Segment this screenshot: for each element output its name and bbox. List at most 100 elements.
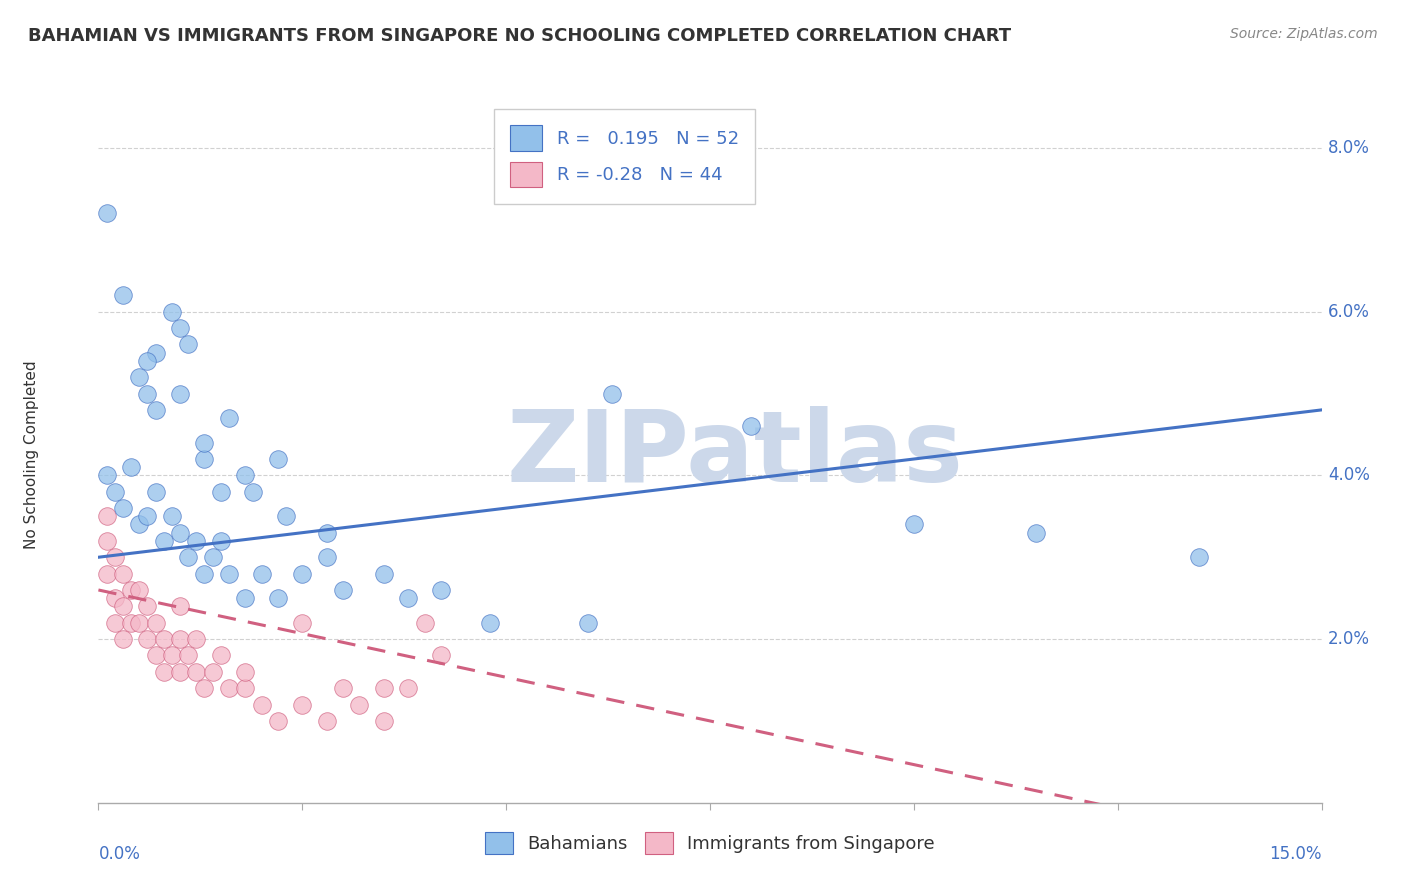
Point	[96, 468, 118, 483]
Point	[373, 566, 395, 581]
Point	[177, 648, 200, 663]
Point	[233, 591, 256, 606]
Point	[145, 403, 167, 417]
Point	[136, 509, 159, 524]
Point	[267, 714, 290, 728]
Point	[177, 337, 200, 351]
Point	[160, 304, 183, 318]
Text: 8.0%: 8.0%	[1327, 139, 1369, 157]
Point	[218, 681, 240, 696]
Point	[332, 681, 354, 696]
Point	[373, 681, 395, 696]
Point	[209, 484, 232, 499]
Point	[349, 698, 371, 712]
Point	[96, 566, 118, 581]
Point	[186, 632, 208, 646]
Point	[267, 591, 290, 606]
Point	[315, 550, 337, 565]
Point	[169, 665, 191, 679]
Point	[600, 386, 623, 401]
Point	[145, 648, 167, 663]
Point	[218, 566, 240, 581]
Point	[373, 714, 395, 728]
Point	[136, 632, 159, 646]
Point	[903, 517, 925, 532]
Point	[120, 615, 142, 630]
Point	[145, 615, 167, 630]
Point	[576, 615, 599, 630]
Text: 2.0%: 2.0%	[1327, 630, 1369, 648]
Point	[233, 665, 256, 679]
Point	[145, 345, 167, 359]
Point	[152, 632, 174, 646]
Point	[96, 533, 118, 548]
Point	[111, 632, 134, 646]
Point	[315, 714, 337, 728]
Point	[478, 615, 501, 630]
Point	[169, 599, 191, 614]
Point	[128, 517, 150, 532]
Point	[128, 582, 150, 597]
Text: No Schooling Completed: No Schooling Completed	[24, 360, 38, 549]
Text: BAHAMIAN VS IMMIGRANTS FROM SINGAPORE NO SCHOOLING COMPLETED CORRELATION CHART: BAHAMIAN VS IMMIGRANTS FROM SINGAPORE NO…	[28, 27, 1011, 45]
Point	[186, 533, 208, 548]
Point	[209, 533, 232, 548]
Point	[315, 525, 337, 540]
Point	[145, 484, 167, 499]
Point	[201, 665, 224, 679]
Point	[111, 288, 134, 302]
Point	[169, 386, 191, 401]
Point	[332, 582, 354, 597]
Point	[177, 550, 200, 565]
Point	[104, 591, 127, 606]
Point	[242, 484, 264, 499]
Point	[136, 386, 159, 401]
Point	[120, 582, 142, 597]
Point	[111, 566, 134, 581]
Point	[169, 321, 191, 335]
Point	[291, 566, 314, 581]
Point	[186, 665, 208, 679]
Point	[396, 591, 419, 606]
Point	[291, 698, 314, 712]
Point	[193, 681, 215, 696]
Point	[233, 468, 256, 483]
Point	[136, 599, 159, 614]
Point	[160, 648, 183, 663]
Point	[104, 550, 127, 565]
Point	[396, 681, 419, 696]
Point	[96, 509, 118, 524]
Point	[233, 681, 256, 696]
Point	[104, 615, 127, 630]
Text: 6.0%: 6.0%	[1327, 302, 1369, 321]
Point	[152, 665, 174, 679]
Text: 4.0%: 4.0%	[1327, 467, 1369, 484]
Point	[160, 509, 183, 524]
Point	[209, 648, 232, 663]
Point	[250, 698, 273, 712]
Point	[193, 566, 215, 581]
Point	[430, 648, 453, 663]
Point	[96, 206, 118, 220]
Text: Source: ZipAtlas.com: Source: ZipAtlas.com	[1230, 27, 1378, 41]
Point	[430, 582, 453, 597]
Point	[111, 599, 134, 614]
Point	[169, 525, 191, 540]
Text: ZIPatlas: ZIPatlas	[506, 407, 963, 503]
Point	[1025, 525, 1047, 540]
Point	[128, 370, 150, 384]
Point	[291, 615, 314, 630]
Legend: R =   0.195   N = 52, R = -0.28   N = 44: R = 0.195 N = 52, R = -0.28 N = 44	[494, 109, 755, 203]
Point	[218, 411, 240, 425]
Point	[128, 615, 150, 630]
Text: 15.0%: 15.0%	[1270, 845, 1322, 863]
Point	[104, 484, 127, 499]
Point	[267, 452, 290, 467]
Point	[111, 501, 134, 516]
Point	[1188, 550, 1211, 565]
Point	[201, 550, 224, 565]
Point	[193, 435, 215, 450]
Point	[274, 509, 297, 524]
Point	[413, 615, 436, 630]
Text: 0.0%: 0.0%	[98, 845, 141, 863]
